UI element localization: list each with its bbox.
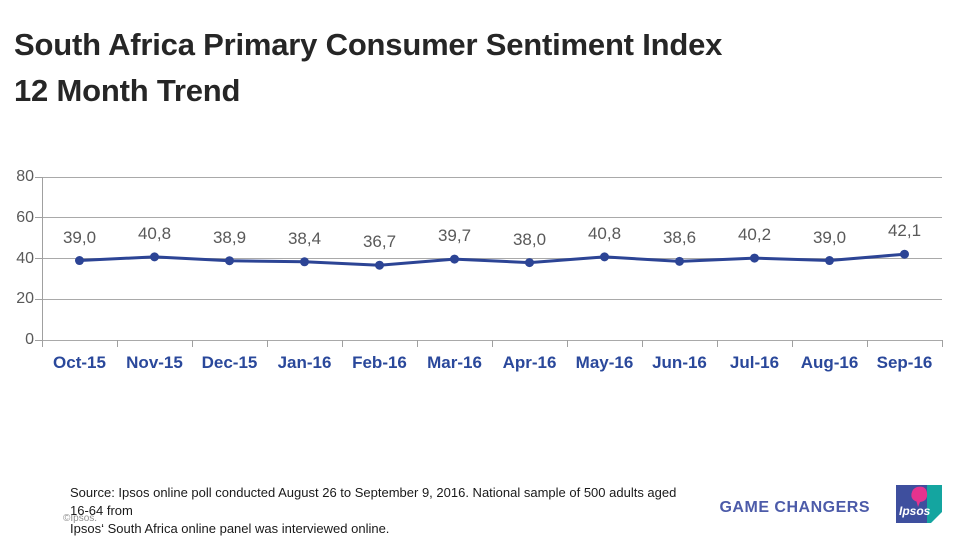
x-axis-tick <box>342 340 343 347</box>
ipsos-logo-pink-flame-icon <box>911 486 928 507</box>
source-note: Source: Ipsos online poll conducted Augu… <box>70 484 690 538</box>
data-label-feb-16: 36,7 <box>362 232 397 252</box>
data-point-feb-16 <box>375 260 384 270</box>
gridline-y-80 <box>42 176 942 178</box>
data-label-nov-15: 40,8 <box>137 223 172 243</box>
x-axis-label-mar-16: Mar-16 <box>427 353 482 372</box>
x-axis-tick <box>117 340 118 347</box>
data-label-apr-16: 38,0 <box>512 229 547 249</box>
data-point-nov-15 <box>150 252 159 262</box>
x-axis-label-may-16: May-16 <box>575 353 634 372</box>
data-label-oct-15: 39,0 <box>62 227 97 247</box>
ipsos-logo: Ipsos <box>896 485 942 523</box>
data-label-jan-16: 38,4 <box>287 228 322 248</box>
x-axis-tick <box>417 340 418 347</box>
x-axis-label-nov-15: Nov-15 <box>126 353 183 372</box>
gridline-y-60 <box>42 217 942 219</box>
x-axis-tick <box>567 340 568 347</box>
data-point-sep-16 <box>900 249 909 259</box>
data-point-jan-16 <box>300 257 309 267</box>
x-axis-tick <box>717 340 718 347</box>
x-axis-tick <box>267 340 268 347</box>
x-axis-label-aug-16: Aug-16 <box>800 353 859 372</box>
data-label-jun-16: 38,6 <box>662 228 697 248</box>
x-axis-tick <box>192 340 193 347</box>
source-note-line1: Source: Ipsos online poll conducted Augu… <box>70 485 677 518</box>
ipsos-logo-corner-cut <box>931 512 942 523</box>
x-axis-label-jun-16: Jun-16 <box>652 353 707 372</box>
data-point-jul-16 <box>750 253 759 263</box>
y-axis-label: 40 <box>16 249 34 267</box>
gridline-y-40 <box>42 258 942 259</box>
slide-title-line2: 12 Month Trend <box>14 73 241 108</box>
data-label-jul-16: 40,2 <box>737 225 772 245</box>
data-point-oct-15 <box>75 256 84 266</box>
source-note-line2: Ipsos‘ South Africa online panel was int… <box>70 521 390 536</box>
x-axis-tick <box>792 340 793 347</box>
x-axis-label-sep-16: Sep-16 <box>876 353 933 372</box>
y-axis-label: 20 <box>16 290 34 308</box>
ipsos-logo-teal-stripe <box>927 485 942 523</box>
y-axis-label: 0 <box>25 331 34 348</box>
y-axis-tick <box>35 339 42 341</box>
x-axis-label-feb-16: Feb-16 <box>352 353 407 372</box>
x-axis-label-apr-16: Apr-16 <box>502 353 557 372</box>
y-axis-tick <box>35 298 42 300</box>
data-point-dec-15 <box>225 256 234 266</box>
data-label-sep-16: 42,1 <box>887 221 922 241</box>
y-axis-line <box>42 177 43 347</box>
x-axis-label-dec-15: Dec-15 <box>201 353 258 372</box>
x-axis-label-oct-15: Oct-15 <box>53 353 106 372</box>
data-point-aug-16 <box>825 256 834 266</box>
slide-title: South Africa Primary Consumer Sentiment … <box>14 22 924 114</box>
data-label-mar-16: 39,7 <box>437 226 472 246</box>
game-changers-wordmark: GAME CHANGERS <box>719 499 870 516</box>
x-axis-label-jan-16: Jan-16 <box>277 353 332 372</box>
x-axis-tick <box>42 340 43 347</box>
x-axis-tick <box>942 340 943 347</box>
y-axis-tick <box>35 176 42 178</box>
data-point-mar-16 <box>450 254 459 264</box>
trend-line <box>79 252 905 267</box>
y-axis-tick <box>35 258 42 259</box>
y-axis-label: 80 <box>16 168 34 185</box>
gridline-y-20 <box>42 298 942 300</box>
data-point-jun-16 <box>675 256 684 266</box>
data-label-dec-15: 38,9 <box>212 227 247 247</box>
data-point-may-16 <box>600 252 609 262</box>
x-axis-tick <box>867 340 868 347</box>
x-axis-tick <box>492 340 493 347</box>
data-label-may-16: 40,8 <box>587 223 622 243</box>
data-point-apr-16 <box>525 258 534 268</box>
ipsos-logo-wordmark: Ipsos <box>899 504 931 518</box>
y-axis-tick <box>35 217 42 219</box>
y-axis-label: 60 <box>16 208 34 226</box>
copyright-note: ©Ipsos. <box>63 513 98 524</box>
x-axis-tick <box>642 340 643 347</box>
slide-title-line1: South Africa Primary Consumer Sentiment … <box>14 27 723 62</box>
x-axis-label-jul-16: Jul-16 <box>729 353 780 372</box>
data-label-aug-16: 39,0 <box>812 227 847 247</box>
